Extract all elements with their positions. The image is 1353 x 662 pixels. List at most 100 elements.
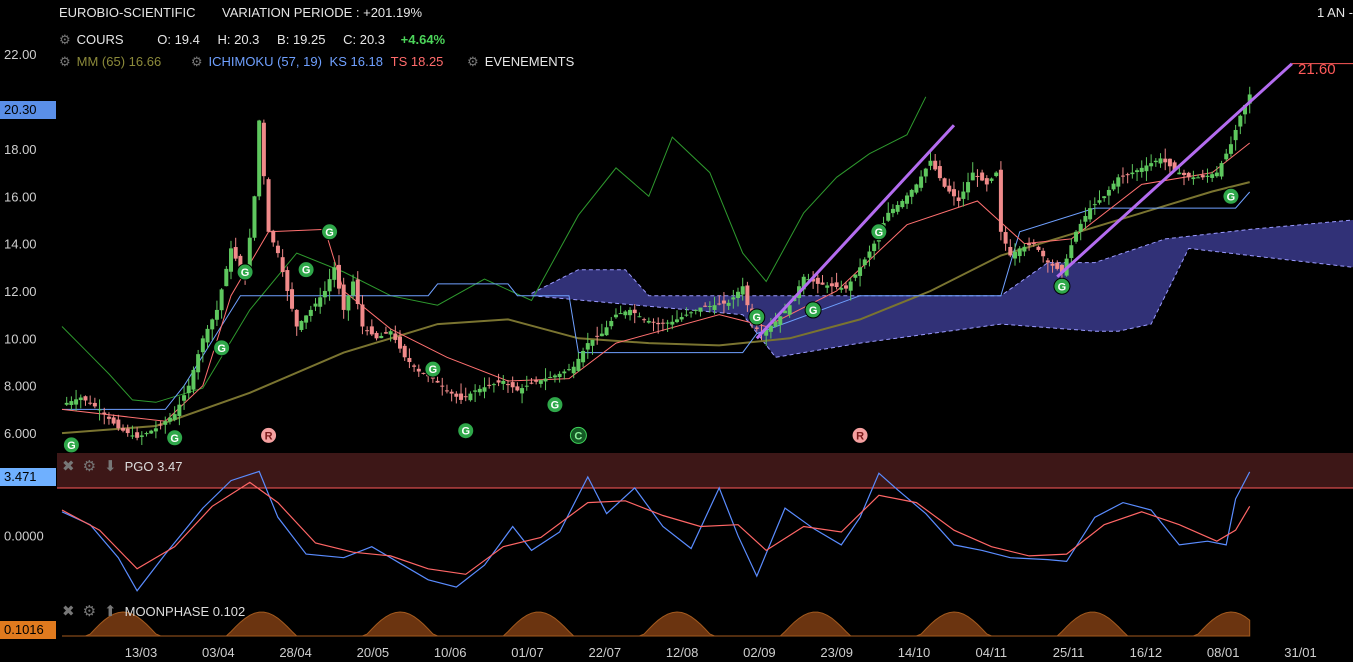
close-icon[interactable]: ✖ <box>62 458 75 475</box>
date-axis-tick: 28/04 <box>279 645 312 660</box>
candle-body <box>139 435 144 437</box>
candle-body <box>829 283 834 287</box>
period-selector[interactable]: 1 AN - <box>1317 5 1353 20</box>
indicators-row: ⚙ MM (65) 16.66 ⚙ ICHIMOKU (57, 19) KS 16.… <box>59 54 574 70</box>
arrow-up-icon[interactable]: ⬆ <box>104 603 117 620</box>
date-axis-tick: 25/11 <box>1053 645 1085 660</box>
candle-body <box>980 172 985 181</box>
candle-body <box>806 279 811 281</box>
candle-body <box>116 419 121 429</box>
candle-body <box>1017 248 1022 257</box>
candle-body <box>1196 177 1201 179</box>
candle-body <box>1003 232 1008 244</box>
signal-marker-text: G <box>551 400 560 412</box>
cloud-fill <box>531 219 1353 358</box>
target-price-label: 21.60 <box>1298 61 1336 78</box>
candle-body <box>444 390 449 392</box>
signal-marker-g <box>1222 187 1240 205</box>
pgo-axis-tick: 0.0000 <box>4 529 44 544</box>
candle-body <box>106 416 111 419</box>
candle-body <box>130 435 135 437</box>
candle-body <box>745 285 750 306</box>
gear-icon[interactable]: ⚙ <box>82 458 97 475</box>
candle-body <box>966 182 971 193</box>
events-settings-icon[interactable]: ⚙ <box>467 54 479 69</box>
candle-body <box>182 395 187 401</box>
arrow-down-icon[interactable]: ⬇ <box>104 458 117 475</box>
moonphase-value-tag: 0.1016 <box>0 621 56 639</box>
candle-body <box>994 172 999 177</box>
candle-body <box>764 329 769 336</box>
candle-body <box>177 404 182 417</box>
signal-marker-text: G <box>875 227 884 239</box>
moonphase-header: ✖ ⚙ ⬆ MOONPHASE 0.102 <box>62 602 245 620</box>
signal-marker-text: G <box>170 433 179 445</box>
candle-body <box>214 309 219 320</box>
candle-body <box>951 189 956 197</box>
candle-body <box>468 393 473 401</box>
candle-body <box>1214 172 1219 177</box>
candle-body <box>895 204 900 212</box>
candle-body <box>121 427 126 431</box>
date-axis-tick: 20/05 <box>357 645 390 660</box>
candle-body <box>909 189 914 197</box>
candle-body <box>1219 163 1224 177</box>
candle-body <box>304 315 309 323</box>
candle-body <box>562 371 567 374</box>
candle-body <box>684 314 689 316</box>
candle-body <box>740 286 745 295</box>
events-label: EVENEMENTS <box>484 54 575 69</box>
candle-body <box>346 295 351 311</box>
candle-body <box>947 185 952 192</box>
candle-body <box>778 316 783 325</box>
price-axis-tick: 6.000 <box>4 426 37 441</box>
signal-marker-text: G <box>241 267 250 279</box>
price-axis-tick: 10.00 <box>4 331 37 346</box>
candle-body <box>1106 189 1111 196</box>
candle-body <box>1059 264 1064 273</box>
gear-icon[interactable]: ⚙ <box>82 603 97 620</box>
candle-body <box>567 369 572 371</box>
candle-body <box>1163 158 1168 163</box>
candle-body <box>266 179 271 232</box>
candle-body <box>149 430 154 434</box>
moonphase-panel <box>62 611 1251 637</box>
candle-body <box>369 326 374 335</box>
event-markers: G G G G R G G G G G C G G R G G G <box>62 187 1240 454</box>
candle-body <box>1027 243 1032 246</box>
candle-body <box>529 382 534 384</box>
candle-body <box>961 191 966 199</box>
candle-body <box>1200 175 1205 178</box>
candle-body <box>834 282 839 288</box>
candle-body <box>754 327 759 329</box>
ichimoku-settings-icon[interactable]: ⚙ <box>190 54 203 69</box>
last-price-tag: 20.30 <box>0 101 56 119</box>
candle-body <box>83 396 88 401</box>
price-axis-tick: 14.00 <box>4 237 37 252</box>
candle-body <box>308 309 313 316</box>
candle-body <box>412 365 417 367</box>
candle-body <box>233 247 238 259</box>
candle-body <box>398 336 403 349</box>
cours-settings-icon[interactable]: ⚙ <box>59 32 71 47</box>
candle-body <box>843 285 848 289</box>
candle-body <box>247 237 252 277</box>
candle-body <box>937 166 942 179</box>
candle-body <box>1078 223 1083 232</box>
candle-body <box>440 385 445 387</box>
candle-body <box>604 327 609 336</box>
candle-body <box>92 402 97 407</box>
candle-body <box>167 417 172 422</box>
candle-body <box>459 393 464 400</box>
cloud-lower-edge <box>531 247 1353 358</box>
close-icon[interactable]: ✖ <box>62 603 75 620</box>
mm-settings-icon[interactable]: ⚙ <box>59 54 71 69</box>
candle-body <box>984 178 989 185</box>
signal-marker-g <box>457 422 475 440</box>
candle-body <box>1224 153 1229 160</box>
candle-body <box>501 380 506 384</box>
candle-body <box>1102 196 1107 199</box>
pgo-overbought-band <box>57 453 1353 488</box>
candle-body <box>393 333 398 340</box>
